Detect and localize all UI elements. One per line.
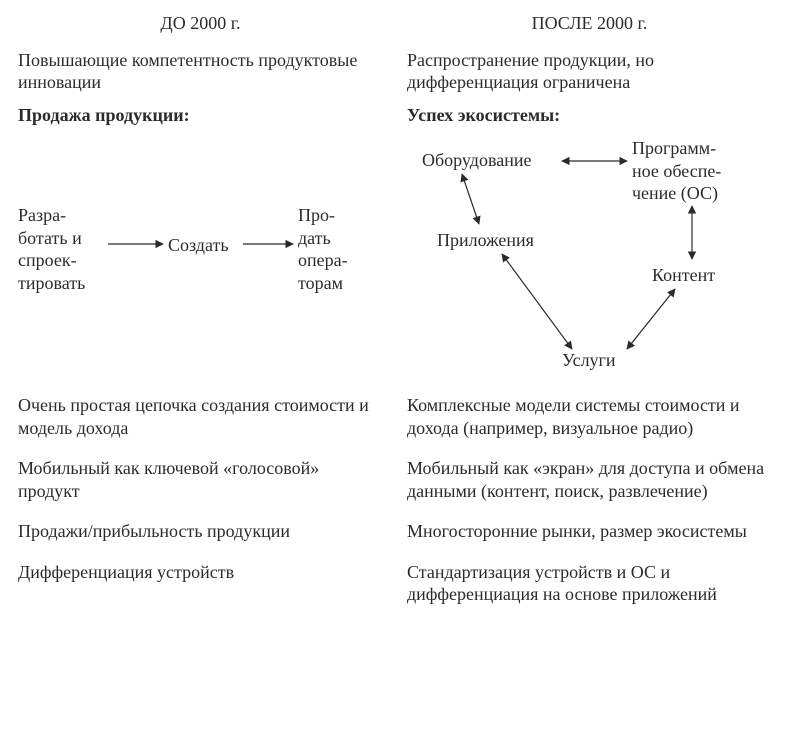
left-column: ДО 2000 г. Повышающие компетентность про…	[18, 12, 383, 624]
left-bullet: Мобильный как ключевой «голосовой» проду…	[18, 457, 383, 502]
left-bullets: Очень простая цепочка создания стоимости…	[18, 394, 383, 601]
left-bullet: Дифференциация устройств	[18, 561, 383, 584]
left-bullet: Продажи/прибыльность продукции	[18, 520, 383, 543]
right-node-apps: Приложения	[437, 229, 534, 252]
right-node-content: Контент	[652, 264, 715, 287]
right-column: ПОСЛЕ 2000 г. Распространение продукции,…	[407, 12, 772, 624]
left-subhead: Повышающие компетентность продуктовые ин…	[18, 49, 383, 94]
left-node-develop: Разра- ботать и спроек- тировать	[18, 204, 85, 294]
left-bullet: Очень простая цепочка создания стоимости…	[18, 394, 383, 439]
right-section-title: Успех экосистемы:	[407, 104, 772, 127]
right-heading: ПОСЛЕ 2000 г.	[407, 12, 772, 35]
right-bullets: Комплексные модели системы стоимости и д…	[407, 394, 772, 624]
left-node-sell: Про- дать опера- торам	[298, 204, 348, 294]
right-diagram: Оборудование Программ- ное обеспе- чение …	[407, 134, 772, 394]
right-bullet: Комплексные модели системы стоимости и д…	[407, 394, 772, 439]
right-node-hw: Оборудование	[422, 149, 531, 172]
right-edge-apps-services	[502, 254, 572, 349]
left-node-create: Создать	[168, 234, 229, 257]
left-heading: ДО 2000 г.	[18, 12, 383, 35]
right-node-sw: Программ- ное обеспе- чение (ОС)	[632, 137, 721, 205]
right-node-services: Услуги	[562, 349, 616, 372]
right-bullet: Многосторонние рынки, размер экосистемы	[407, 520, 772, 543]
right-subhead: Распространение продукции, но дифференци…	[407, 49, 772, 94]
right-bullet: Стандартизация устройств и ОС и дифферен…	[407, 561, 772, 606]
comparison-wrapper: ДО 2000 г. Повышающие компетентность про…	[18, 12, 772, 624]
right-edge-content-services	[627, 289, 675, 349]
left-section-title: Продажа продукции:	[18, 104, 383, 127]
left-diagram: Разра- ботать и спроек- тировать Создать П…	[18, 134, 383, 394]
right-bullet: Мобильный как «экран» для доступа и обме…	[407, 457, 772, 502]
right-edge-hw-apps	[462, 174, 479, 224]
